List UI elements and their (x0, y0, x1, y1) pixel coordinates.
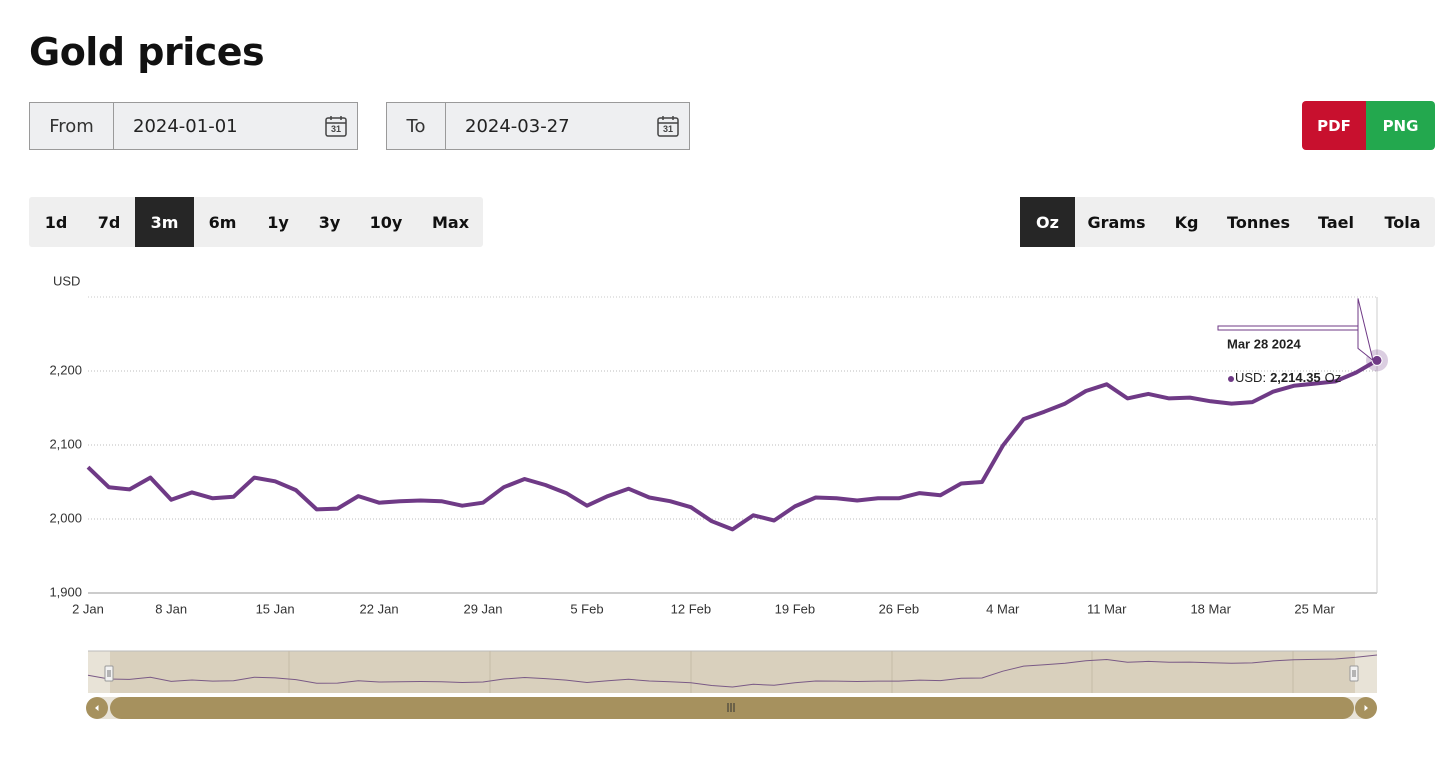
x-tick-label: 19 Feb (775, 601, 815, 616)
from-label: From (30, 103, 114, 149)
x-tick-label: 11 Mar (1087, 601, 1127, 616)
from-field[interactable]: From 2024-01-01 31 (29, 102, 358, 150)
selector-option[interactable]: Tola (1384, 212, 1421, 232)
y-axis-label: USD (53, 273, 80, 288)
tooltip-unit: Oz (1325, 370, 1342, 385)
scrollbar-thumb (110, 697, 1354, 719)
navigator-line (87, 654, 1378, 688)
x-tick-label: 5 Feb (570, 601, 603, 616)
selector-option[interactable]: Tael (1318, 212, 1354, 232)
tooltip-value: USD: 2,214.35 Oz (1235, 370, 1341, 385)
price-line (86, 358, 1379, 532)
tooltip-date: Mar 28 2024 (1227, 336, 1301, 351)
selector-option[interactable]: 3m (135, 197, 194, 247)
y-tick-label: 2,200 (49, 362, 82, 377)
scroll-arrow (1364, 705, 1368, 711)
page-title: Gold prices (29, 30, 265, 74)
y-tick-label: 1,900 (49, 584, 82, 599)
x-tick-label: 15 Jan (256, 601, 295, 616)
tooltip-bullet (1228, 376, 1234, 382)
tooltip-box (1217, 298, 1374, 362)
x-tick-label: 22 Jan (360, 601, 399, 616)
selector-option[interactable]: Kg (1174, 212, 1199, 232)
tooltip-series: USD: (1235, 370, 1266, 385)
navigator-frame (88, 651, 1377, 693)
hover-point (1371, 354, 1383, 366)
x-tick-label: 29 Jan (463, 601, 502, 616)
selector-option[interactable]: 1y (267, 212, 289, 232)
selector-option[interactable]: 10y (369, 212, 403, 232)
to-label: To (387, 103, 446, 149)
x-tick-label: 4 Mar (986, 601, 1020, 616)
to-field[interactable]: To 2024-03-27 31 (386, 102, 690, 150)
unit-selector: Oz Grams Kg Tonnes Tael Tola (1020, 197, 1435, 247)
x-tick-label: 8 Jan (155, 601, 187, 616)
y-tick-label: 2,100 (49, 436, 82, 451)
calendar-day: 31 (331, 124, 341, 134)
period-selector: 1d 7d 3m 6m 1y 3y 10y Max (29, 197, 483, 247)
to-value[interactable]: 2024-03-27 31 (446, 103, 689, 149)
from-date: 2024-01-01 (133, 115, 238, 137)
selector-option[interactable]: Oz (1020, 197, 1075, 247)
calendar-icon[interactable]: 31 (325, 115, 347, 137)
y-tick-label: 2,000 (49, 510, 82, 525)
to-date: 2024-03-27 (465, 115, 570, 137)
x-tick-label: 12 Feb (671, 601, 711, 616)
selector-option[interactable]: 1d (44, 212, 68, 232)
x-tick-label: 25 Mar (1294, 601, 1335, 616)
chart: USD 1,900 2,000 2,100 2,200 2 Jan 8 Jan 15 Jan… (49, 273, 1388, 719)
x-tick-label: 26 Feb (879, 601, 919, 616)
selector-option[interactable]: Max (431, 212, 470, 232)
calendar-day: 31 (663, 124, 673, 134)
selector-option[interactable]: Grams (1087, 212, 1146, 232)
x-tick-label: 2 Jan (72, 601, 104, 616)
from-value[interactable]: 2024-01-01 31 (114, 103, 357, 149)
pdf-button[interactable]: PDF (1302, 101, 1366, 150)
png-button[interactable]: PNG (1366, 101, 1435, 150)
selector-option[interactable]: 6m (208, 212, 237, 232)
selector-option[interactable]: 3y (318, 212, 341, 232)
selector-option[interactable]: 7d (97, 212, 121, 232)
calendar-icon[interactable]: 31 (657, 115, 679, 137)
navigator-handle (104, 665, 114, 682)
selector-option[interactable]: Tonnes (1227, 212, 1290, 232)
navigator-handle (1349, 665, 1359, 682)
scroll-arrow (95, 705, 99, 711)
tooltip-number: 2,214.35 (1270, 370, 1321, 385)
x-tick-label: 18 Mar (1190, 601, 1231, 616)
